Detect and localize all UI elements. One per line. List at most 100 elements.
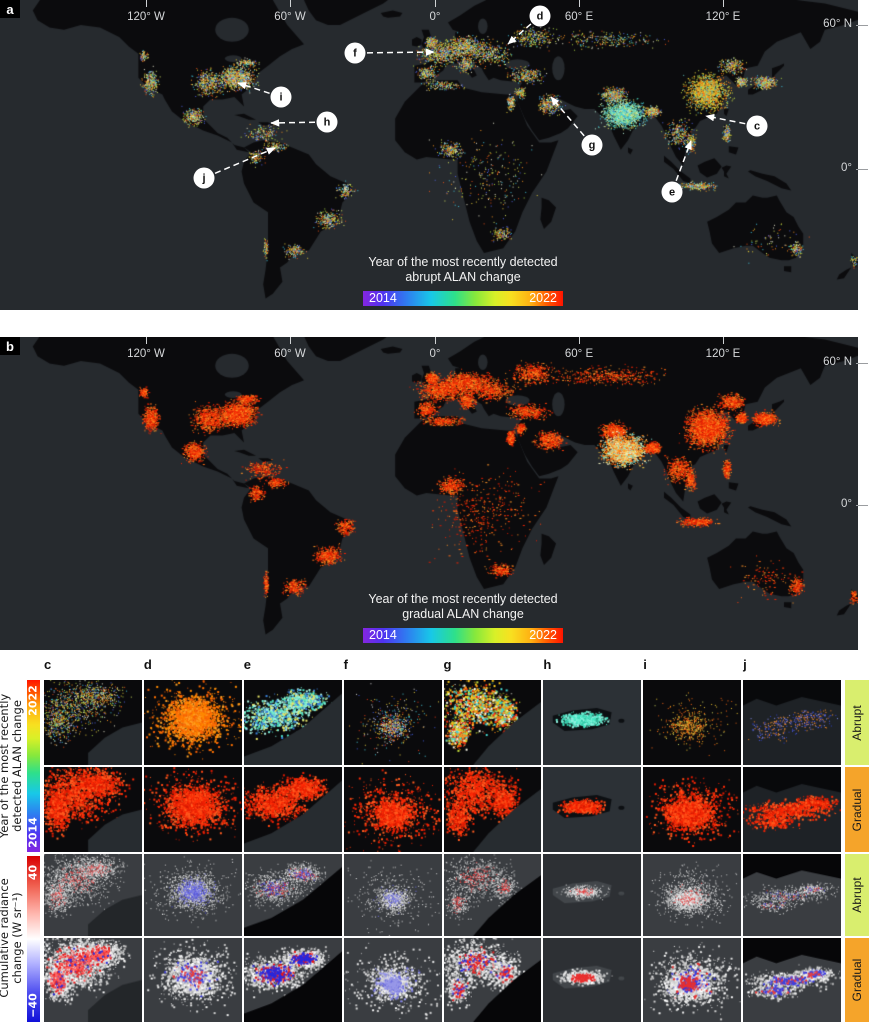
row-bar-gradual-1: Gradual: [845, 767, 869, 852]
detail-panel-e-rad-abrupt: [243, 854, 342, 936]
world-map-panel-abrupt: a 120° W 60° W 0° 60° E 120° E 60° N 0° c d e f g h…: [0, 0, 869, 310]
column-letter-c: c: [44, 657, 52, 672]
year-colorbar-bottom-label: 2014: [26, 817, 40, 848]
callout-arrow-h: [270, 119, 316, 127]
latitude-tick-label: 0°: [841, 498, 852, 510]
callout-circle-g: [581, 134, 603, 156]
radiance-axis-name-line2: change (W sr⁻¹): [10, 892, 24, 984]
detail-panel-i-rad-gradual: [643, 938, 742, 1022]
colorbar-title-line2: gradual ALAN change: [402, 607, 524, 621]
latitude-tick-label: 60° N: [823, 356, 852, 368]
column-letter-i: i: [643, 657, 647, 672]
callout-arrow-d: [507, 23, 532, 45]
detail-panel-f-year-gradual: [343, 767, 442, 852]
column-letter-j: j: [743, 657, 747, 672]
callout-circle-c: [746, 115, 768, 137]
detail-panel-d-year-gradual: [143, 767, 242, 852]
latitude-tick: [856, 169, 868, 170]
row-bar-label: Gradual: [850, 788, 864, 831]
longitude-tick: [435, 337, 436, 344]
world-map-panel-gradual: b 120° W 60° W 0° 60° E 120° E 60° N 0° Year o…: [0, 337, 869, 650]
longitude-tick: [723, 337, 724, 344]
colorbar-min-label: 2014: [369, 628, 397, 642]
longitude-tick-label: 60° W: [274, 348, 306, 360]
detail-panel-d-rad-gradual: [143, 938, 242, 1022]
year-axis-name: Year of the most recently detected ALAN …: [0, 681, 24, 851]
radiance-colorbar-bottom-label: −40: [26, 993, 40, 1018]
year-vertical-colorbar: [27, 680, 40, 852]
latitude-tick: [856, 363, 868, 364]
radiance-vertical-colorbar: [27, 856, 40, 1022]
panel-a-callouts: c d e f g h i j: [193, 5, 768, 203]
detail-panel-h-year-gradual: [543, 767, 642, 852]
detail-panel-c-year-gradual: [44, 767, 142, 852]
callout-letter-g: g: [589, 140, 596, 152]
panel-b-colorbar: Year of the most recently detected gradu…: [313, 592, 613, 643]
detail-panel-g-rad-gradual: [443, 938, 542, 1022]
longitude-tick: [146, 337, 147, 344]
detail-panel-j-year-abrupt: [743, 680, 841, 765]
row-bar-gradual-3: Gradual: [845, 938, 869, 1022]
row-bar-abrupt-2: Abrupt: [845, 854, 869, 936]
colorbar-min-label: 2014: [369, 291, 397, 305]
detail-panel-g-year-gradual: [443, 767, 542, 852]
callout-letter-d: d: [537, 11, 544, 23]
world-map-gradual-canvas: [0, 337, 858, 650]
detail-panel-j-year-gradual: [743, 767, 841, 852]
detail-panel-d-rad-abrupt: [143, 854, 242, 936]
column-letter-d: d: [143, 657, 152, 672]
callout-arrow-f: [366, 48, 435, 56]
row-bar-label: Gradual: [850, 958, 864, 1002]
callout-arrow-i: [237, 81, 270, 94]
radiance-colorbar-top-label: 40: [26, 864, 40, 881]
detail-panel-h-year-abrupt: [543, 680, 642, 765]
detail-panel-i-year-abrupt: [643, 680, 742, 765]
callout-letter-f: f: [353, 48, 357, 60]
detail-panel-d-year-abrupt: [143, 680, 242, 765]
detail-panel-j-rad-gradual: [743, 938, 841, 1022]
callout-arrow-e: [675, 140, 692, 182]
longitude-tick-label: 60° W: [274, 11, 306, 23]
detail-panel-e-year-gradual: [243, 767, 342, 852]
column-letter-h: h: [543, 657, 552, 672]
detail-panel-h-rad-abrupt: [543, 854, 642, 936]
latitude-tick-label: 60° N: [823, 18, 852, 30]
callout-circle-i: [270, 86, 292, 108]
longitude-tick-label: 0°: [429, 11, 441, 23]
year-colorbar-top-label: 2022: [26, 685, 40, 716]
detail-panel-j-rad-abrupt: [743, 854, 841, 936]
detail-panel-c-rad-gradual: [44, 938, 142, 1022]
colorbar-title-line2: abrupt ALAN change: [405, 270, 521, 284]
longitude-tick: [579, 0, 580, 7]
panel-a-colorbar: Year of the most recently detected abrup…: [313, 255, 613, 306]
longitude-tick: [723, 0, 724, 7]
detail-panel-f-year-abrupt: [343, 680, 442, 765]
colorbar-max-label: 2022: [529, 628, 557, 642]
longitude-tick-label: 120° W: [127, 11, 165, 23]
callout-arrow-j: [214, 147, 276, 175]
detail-panel-e-rad-gradual: [243, 938, 342, 1022]
callout-letter-e: e: [669, 187, 675, 199]
callout-arrow-g: [550, 96, 585, 137]
callout-letter-j: j: [201, 173, 205, 185]
callout-circle-d: [529, 5, 551, 27]
detail-panel-h-rad-gradual: [543, 938, 642, 1022]
longitude-tick: [290, 0, 291, 7]
row-bar-abrupt-0: Abrupt: [845, 680, 869, 765]
longitude-tick-label: 0°: [429, 348, 441, 360]
detail-panel-c-rad-abrupt: [44, 854, 142, 936]
row-bar-label: Abrupt: [850, 877, 864, 913]
longitude-tick: [579, 337, 580, 344]
detail-panel-f-rad-gradual: [343, 938, 442, 1022]
longitude-tick-label: 120° E: [705, 11, 741, 23]
detail-panel-g-year-abrupt: [443, 680, 542, 765]
year-colorbar-gradient: 2014 2022: [363, 291, 563, 306]
callout-circle-f: [344, 42, 366, 64]
detail-panel-i-rad-abrupt: [643, 854, 742, 936]
longitude-tick-label: 60° E: [564, 11, 594, 23]
row-bar-label: Abrupt: [850, 704, 864, 741]
longitude-tick-label: 120° E: [705, 348, 741, 360]
latitude-tick: [856, 505, 868, 506]
year-axis-name-line2: detected ALAN change: [10, 700, 24, 832]
colorbar-title-line1: Year of the most recently detected: [368, 592, 558, 606]
